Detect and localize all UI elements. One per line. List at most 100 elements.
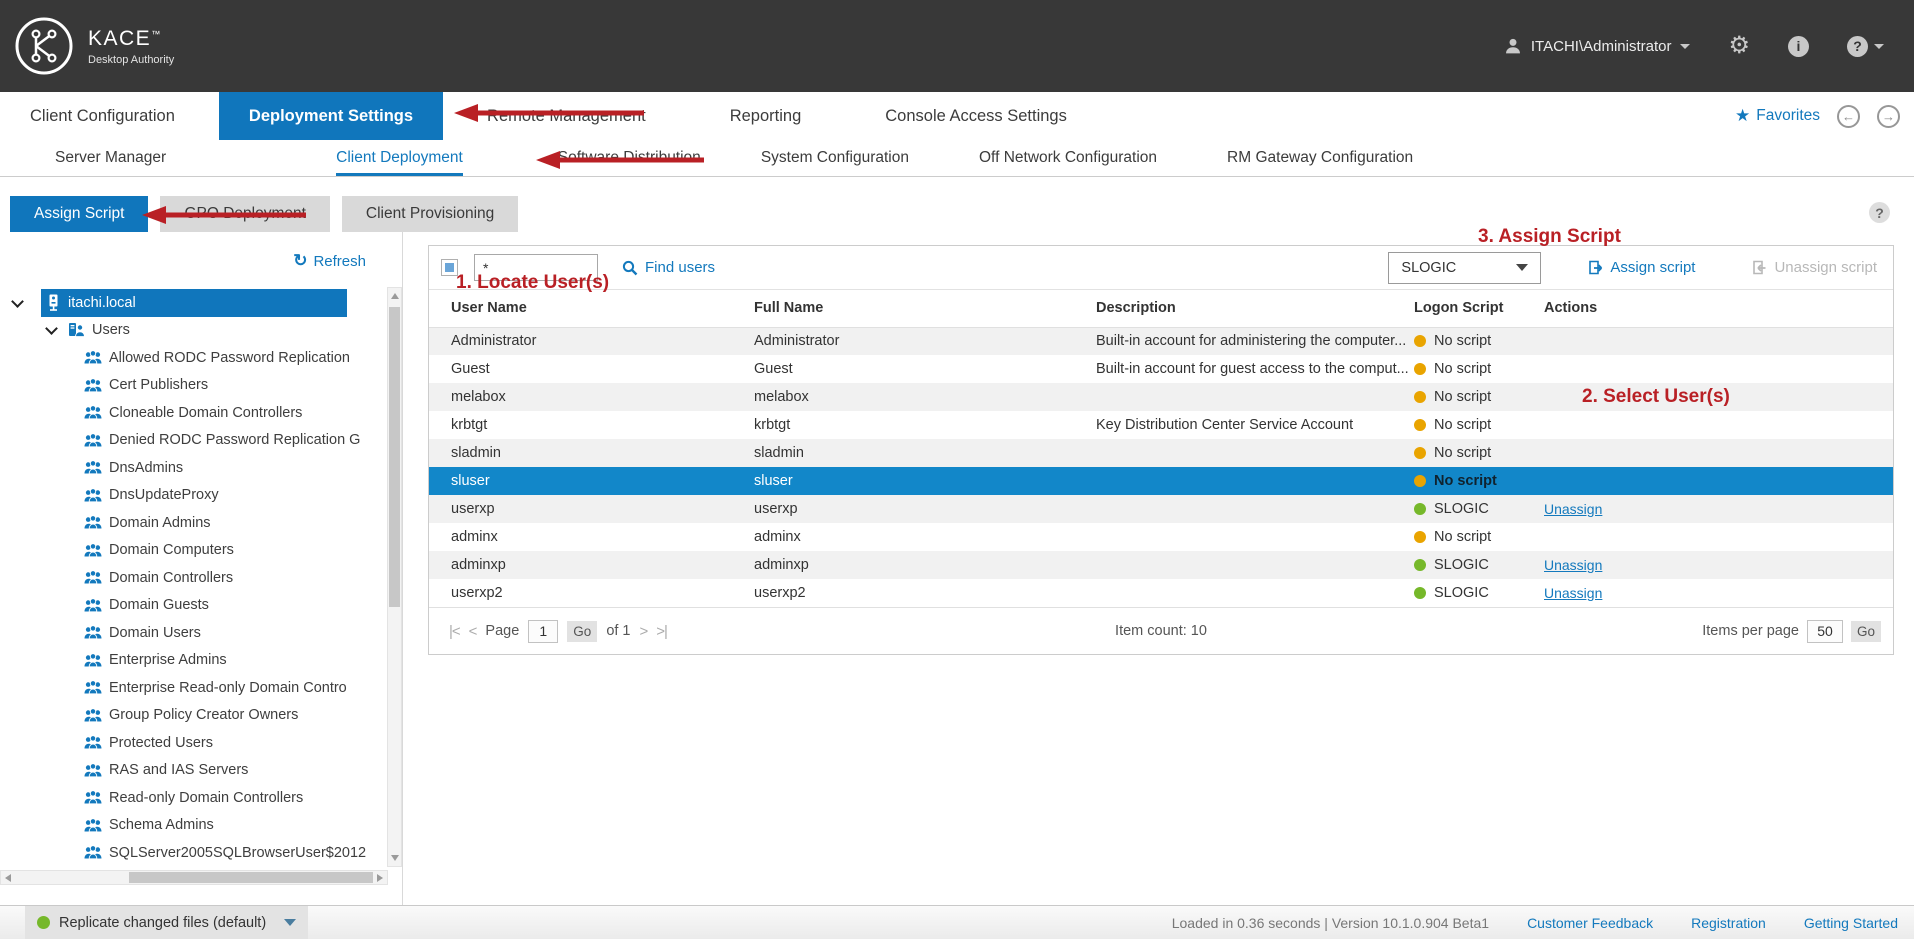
col-description[interactable]: Description — [1096, 290, 1414, 328]
scroll-left-icon[interactable] — [5, 874, 11, 882]
table-row[interactable]: adminxp adminxp SLOGIC Unassign — [429, 551, 1893, 579]
tree-group-item[interactable]: Denied RODC Password Replication G — [0, 427, 386, 455]
table-row[interactable]: userxp userxp SLOGIC Unassign — [429, 495, 1893, 523]
tree-group-item[interactable]: Domain Controllers — [0, 564, 386, 592]
tab-row: Assign Script GPO Deployment Client Prov… — [0, 196, 1914, 232]
tree-group-item[interactable]: RAS and IAS Servers — [0, 757, 386, 785]
tree-group-item[interactable]: Domain Computers — [0, 537, 386, 565]
group-icon — [84, 488, 102, 502]
subnav-client-deployment[interactable]: Client Deployment — [336, 140, 463, 176]
favorites-button[interactable]: ★ Favorites — [1735, 106, 1820, 126]
subnav-system-configuration[interactable]: System Configuration — [760, 149, 909, 166]
table-row[interactable]: sluser sluser No script — [429, 467, 1893, 495]
tab-gpo-deployment[interactable]: GPO Deployment — [160, 196, 330, 232]
nav-reporting[interactable]: Reporting — [729, 106, 802, 125]
script-status-dot — [1414, 475, 1426, 487]
col-logon-script[interactable]: Logon Script — [1414, 290, 1544, 328]
table-row[interactable]: Administrator Administrator Built-in acc… — [429, 327, 1893, 355]
prev-page-button[interactable]: < — [468, 622, 478, 640]
tree-group-item[interactable]: Domain Admins — [0, 509, 386, 537]
nav-deployment-settings[interactable]: Deployment Settings — [218, 92, 444, 140]
tree-group-item[interactable]: Allowed RODC Password Replication — [0, 344, 386, 372]
tree-group-item[interactable]: Read-only Domain Controllers — [0, 784, 386, 812]
scroll-down-icon[interactable] — [391, 855, 399, 861]
cell-full-name: Administrator — [754, 333, 840, 350]
back-button[interactable]: ← — [1837, 104, 1860, 128]
items-per-page-go-button[interactable]: Go — [1850, 620, 1881, 642]
scroll-up-icon[interactable] — [391, 293, 399, 299]
script-select[interactable]: SLOGIC — [1388, 251, 1542, 284]
tab-client-provisioning[interactable]: Client Provisioning — [341, 196, 519, 232]
registration-link[interactable]: Registration — [1691, 914, 1766, 931]
col-user-name[interactable]: User Name — [429, 290, 754, 328]
refresh-button[interactable]: ↻ Refresh — [293, 251, 366, 271]
user-menu[interactable]: ITACHI\Administrator — [1504, 37, 1691, 55]
tree-root-row[interactable]: itachi.local — [0, 289, 386, 317]
tree-group-item[interactable]: Protected Users — [0, 729, 386, 757]
scrollbar-thumb[interactable] — [129, 872, 373, 883]
nav-client-configuration[interactable]: Client Configuration — [30, 106, 175, 125]
tree-group-item[interactable]: DnsUpdateProxy — [0, 482, 386, 510]
tab-assign-script[interactable]: Assign Script — [10, 196, 149, 232]
tree-vertical-scrollbar[interactable] — [387, 287, 402, 867]
unassign-script-button[interactable]: Unassign script — [1751, 259, 1877, 276]
group-icon — [84, 680, 102, 695]
unassign-link[interactable]: Unassign — [1544, 500, 1603, 517]
tree-group-item[interactable]: Cert Publishers — [0, 372, 386, 400]
table-row[interactable]: Guest Guest Built-in account for guest a… — [429, 355, 1893, 383]
tree-group-item[interactable]: Domain Guests — [0, 592, 386, 620]
unassign-link[interactable]: Unassign — [1544, 584, 1603, 601]
status-bar: Replicate changed files (default) Loaded… — [0, 905, 1914, 939]
items-per-page-input[interactable] — [1806, 619, 1843, 643]
subnav-rm-gateway-configuration[interactable]: RM Gateway Configuration — [1227, 149, 1414, 166]
scroll-right-icon[interactable] — [377, 874, 383, 882]
next-page-button[interactable]: > — [639, 622, 649, 640]
page-go-button[interactable]: Go — [567, 620, 598, 642]
tree-group-label: Protected Users — [109, 734, 213, 751]
assign-script-button[interactable]: Assign script — [1587, 259, 1695, 276]
nav-console-access-settings[interactable]: Console Access Settings — [885, 106, 1067, 125]
customer-feedback-link[interactable]: Customer Feedback — [1527, 914, 1654, 931]
col-full-name[interactable]: Full Name — [754, 290, 1096, 328]
group-icon — [84, 763, 102, 777]
subnav-server-manager[interactable]: Server Manager — [55, 149, 167, 166]
table-row[interactable]: krbtgt krbtgt Key Distribution Center Se… — [429, 411, 1893, 439]
subnav-off-network-configuration[interactable]: Off Network Configuration — [979, 149, 1158, 166]
chevron-expand-icon[interactable] — [44, 323, 58, 337]
find-users-button[interactable]: Find users — [622, 259, 715, 276]
table-row[interactable]: sladmin sladmin No script — [429, 439, 1893, 467]
tree-horizontal-scrollbar[interactable] — [0, 870, 388, 885]
tree-domain-selected[interactable]: itachi.local — [41, 289, 347, 317]
replication-status-dropdown[interactable]: Replicate changed files (default) — [25, 906, 309, 939]
tree-group-label: Read-only Domain Controllers — [109, 789, 304, 806]
info-icon[interactable]: i — [1788, 35, 1809, 57]
table-row[interactable]: melabox melabox No script — [429, 383, 1893, 411]
table-row[interactable]: adminx adminx No script — [429, 523, 1893, 551]
sub-nav: Server Manager Client Deployment Softwar… — [0, 140, 1914, 177]
page-number-input[interactable] — [528, 619, 559, 643]
tree-group-item[interactable]: Domain Users — [0, 619, 386, 647]
page-help-icon[interactable]: ? — [1869, 202, 1890, 223]
gear-icon[interactable]: ⚙ — [1728, 32, 1750, 59]
scrollbar-thumb[interactable] — [389, 307, 400, 607]
last-page-button[interactable]: >| — [656, 622, 668, 640]
tree-group-item[interactable]: DnsAdmins — [0, 454, 386, 482]
tree-group-item[interactable]: Enterprise Read-only Domain Contro — [0, 674, 386, 702]
search-input[interactable] — [474, 254, 598, 281]
tree-group-item[interactable]: SQLServer2005SQLBrowserUser$2012 — [0, 839, 386, 867]
tree-group-item[interactable]: Enterprise Admins — [0, 647, 386, 675]
first-page-button[interactable]: |< — [449, 622, 461, 640]
help-icon[interactable]: ? — [1847, 35, 1868, 57]
table-row[interactable]: userxp2 userxp2 SLOGIC Unassign — [429, 579, 1893, 607]
column-options-icon[interactable] — [441, 259, 458, 276]
tree-group-item[interactable]: Schema Admins — [0, 812, 386, 840]
nav-remote-management[interactable]: Remote Management — [487, 106, 646, 125]
unassign-link[interactable]: Unassign — [1544, 556, 1603, 573]
tree-users-row[interactable]: Users — [0, 317, 386, 345]
subnav-software-distribution[interactable]: Software Distribution — [557, 149, 701, 166]
getting-started-link[interactable]: Getting Started — [1803, 914, 1898, 931]
tree-group-item[interactable]: Cloneable Domain Controllers — [0, 399, 386, 427]
forward-button[interactable]: → — [1877, 104, 1900, 128]
tree-group-item[interactable]: Group Policy Creator Owners — [0, 702, 386, 730]
chevron-expand-icon[interactable] — [10, 296, 24, 310]
